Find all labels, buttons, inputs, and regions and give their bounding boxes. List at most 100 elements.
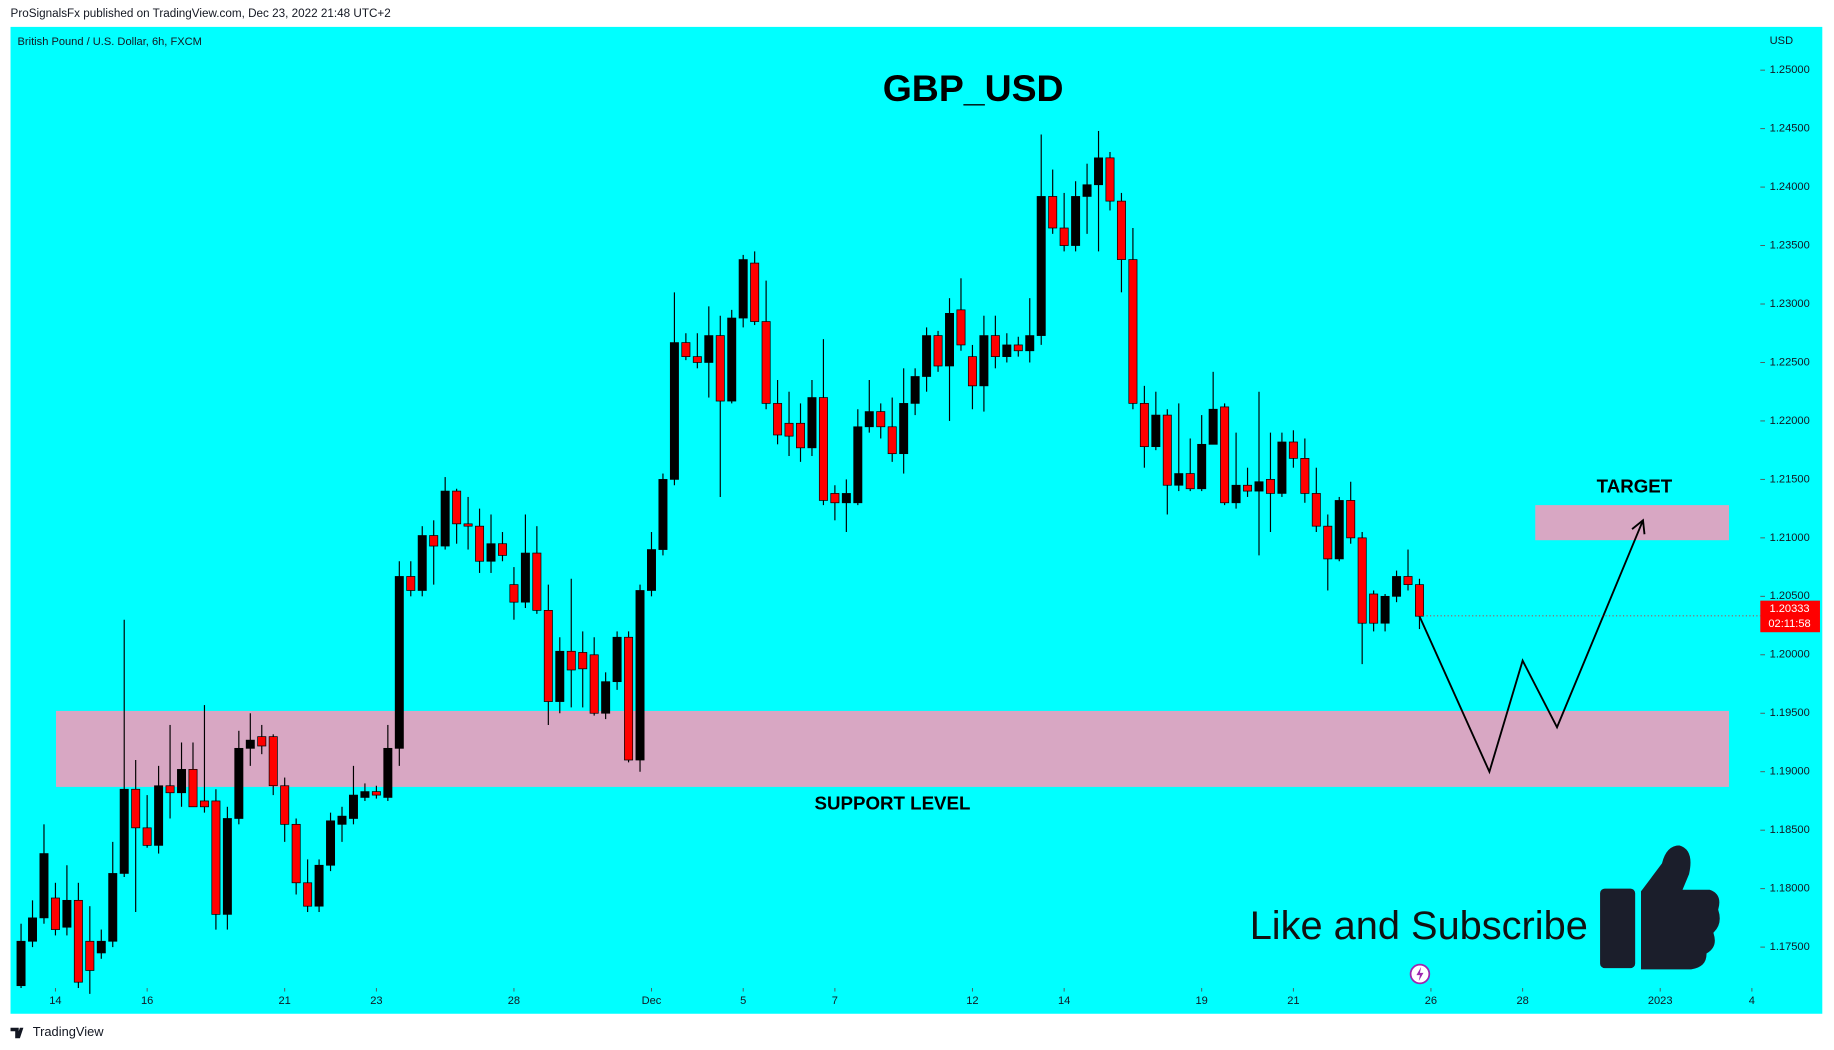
x-tick-label: 4 (1749, 995, 1755, 1007)
candle-body (475, 525, 485, 562)
candle-body (463, 523, 473, 527)
candle-body (429, 535, 439, 547)
candle-body (704, 335, 714, 363)
candle-body (371, 791, 381, 796)
candle-body (28, 917, 37, 942)
candle-body (509, 584, 519, 603)
candle-body (1048, 196, 1058, 229)
candle-body (1128, 259, 1138, 404)
candle-body (750, 262, 760, 322)
candle-body (864, 411, 874, 428)
y-tick-label: 1.25000 (1770, 64, 1810, 76)
candle-body (1346, 500, 1356, 539)
candle-body (1059, 227, 1069, 246)
x-tick-label: 14 (1058, 995, 1070, 1007)
candle-body (50, 897, 60, 930)
candle-body (16, 940, 26, 987)
x-tick-label: 28 (508, 995, 520, 1007)
candle-body (945, 313, 954, 367)
projection-arrowhead (1631, 518, 1646, 535)
candle-body (154, 785, 164, 846)
y-tick-label: 1.20000 (1770, 649, 1810, 661)
y-tick-label: 1.23000 (1770, 298, 1810, 310)
candle-body (589, 654, 599, 714)
candle-body (222, 818, 232, 915)
x-tick-label: Dec (642, 995, 662, 1007)
candle-body (1357, 537, 1367, 624)
x-tick-label: 28 (1516, 995, 1528, 1007)
last-price-box (1760, 600, 1820, 633)
candle-body (761, 321, 771, 404)
candle-body (635, 590, 645, 761)
call-to-action: Like and Subscribe (1250, 904, 1588, 948)
candle-body (933, 335, 943, 367)
target-zone (1535, 505, 1729, 541)
candle-body (922, 335, 932, 377)
candle-body (1334, 500, 1344, 560)
y-tick-label: 1.18500 (1770, 824, 1810, 836)
candle-body (452, 490, 462, 525)
x-tick-label: 16 (141, 995, 153, 1007)
candle-body (326, 820, 336, 866)
candle-body (1288, 441, 1298, 459)
candle-body (887, 426, 897, 455)
candle-body (268, 736, 278, 787)
candle-body (406, 576, 416, 591)
x-tick-label: 23 (370, 995, 382, 1007)
footer-label: TradingView (33, 1024, 104, 1039)
x-tick-label: 21 (1287, 995, 1299, 1007)
candle-body (62, 899, 72, 928)
candle-body (1082, 184, 1092, 197)
x-tick-label: 7 (832, 995, 838, 1007)
candle-body (73, 899, 83, 983)
candle-body (440, 490, 450, 547)
chart-panel (10, 26, 1823, 1014)
y-tick-label: 1.17500 (1770, 941, 1810, 953)
candle-body (841, 493, 851, 504)
candle-body (303, 882, 313, 907)
candle-body (899, 403, 909, 455)
candle-body (108, 873, 118, 942)
symbol-label: British Pound / U.S. Dollar, 6h, FXCM (18, 36, 202, 48)
candle-body (1220, 406, 1230, 504)
candle-body (1036, 196, 1046, 336)
y-tick-label: 1.24500 (1770, 123, 1810, 135)
candle-body (681, 342, 691, 357)
x-tick-label: 14 (49, 995, 61, 1007)
candle-body (1265, 479, 1275, 494)
support-label: SUPPORT LEVEL (815, 792, 971, 813)
candle-body (956, 309, 966, 346)
candle-body (96, 940, 106, 954)
candle-body (566, 650, 576, 671)
candle-body (1403, 576, 1413, 585)
candle-body (876, 411, 886, 428)
candle-body (624, 636, 634, 761)
candle-body (1231, 484, 1241, 504)
candle-body (119, 788, 129, 874)
candle-body (1105, 157, 1115, 202)
candle-body (1002, 344, 1012, 357)
currency-label: USD (1770, 35, 1793, 47)
candle-body (188, 769, 198, 808)
candle-body (1277, 441, 1287, 494)
candle-body (647, 549, 656, 591)
candle-body (1151, 414, 1161, 448)
candle-body (383, 747, 393, 798)
x-tick-label: 19 (1196, 995, 1208, 1007)
candle-body (1300, 458, 1310, 494)
candle-body (967, 356, 977, 387)
candle-body (853, 426, 863, 504)
replay-icon (1409, 963, 1431, 985)
projection-path (1418, 519, 1644, 775)
candle-body (738, 259, 748, 319)
candle-body (337, 815, 347, 825)
candle-body (727, 317, 737, 402)
candle-body (555, 650, 565, 702)
candle-body (85, 940, 95, 971)
candle-body (1415, 584, 1424, 617)
candle-body (784, 422, 794, 437)
y-tick-label: 1.18000 (1770, 883, 1810, 895)
y-tick-label: 1.24000 (1770, 181, 1810, 193)
candle-body (1243, 484, 1253, 492)
